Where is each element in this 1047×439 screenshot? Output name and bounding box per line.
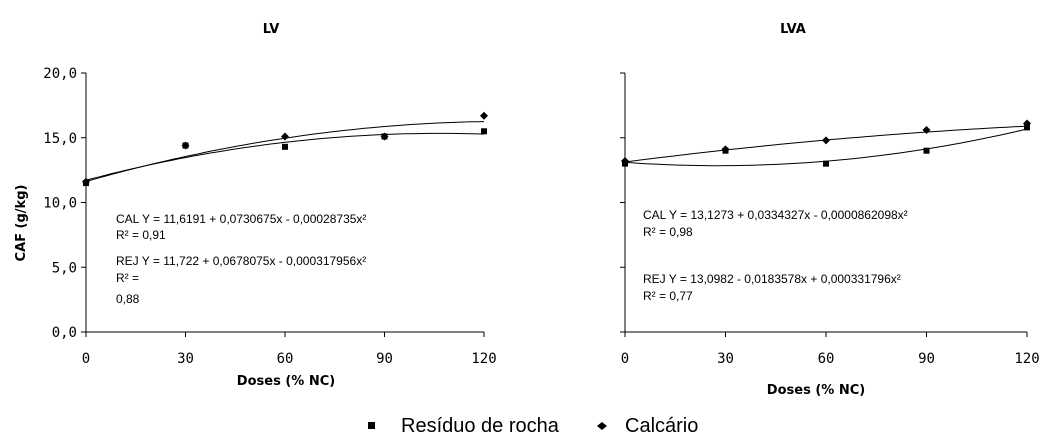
chart-lva: LVA Doses (% NC) CAL Y = 13,1273 + 0,033… bbox=[620, 22, 1040, 398]
x-tick-label-lva: 90 bbox=[918, 351, 935, 367]
point-residuo-lva bbox=[823, 160, 829, 167]
x-tick-label-lv: 30 bbox=[177, 351, 194, 367]
legend-label-calcario: Calcário bbox=[625, 415, 698, 437]
legend-label-residuo: Resíduo de rocha bbox=[401, 415, 560, 437]
y-tick-label-lv: 5,0 bbox=[52, 260, 77, 276]
x-tick-label-lv: 60 bbox=[277, 351, 294, 367]
point-calcario-lva bbox=[1023, 119, 1031, 128]
point-calcario-lv bbox=[82, 177, 90, 186]
annotations-lv: CAL Y = 11,6191 + 0,0730675x - 0,0002873… bbox=[116, 212, 366, 306]
r2-rej-value-lv: 0,88 bbox=[116, 292, 140, 306]
legend-diamond-marker bbox=[597, 422, 607, 430]
x-tick-label-lv: 0 bbox=[82, 351, 90, 367]
y-tick-label-lv: 0,0 bbox=[52, 325, 77, 341]
chart-title-lva: LVA bbox=[780, 22, 806, 37]
point-calcario-lv bbox=[380, 132, 389, 141]
y-tick-label-lv: 15,0 bbox=[43, 131, 77, 147]
y-tick-label-lv: 10,0 bbox=[43, 196, 77, 212]
point-residuo-lv bbox=[282, 143, 288, 150]
equation-cal-lva: CAL Y = 13,1273 + 0,0334327x - 0,0000862… bbox=[643, 208, 908, 222]
point-calcario-lv bbox=[480, 111, 488, 120]
point-calcario-lva bbox=[822, 136, 830, 145]
r2-rej-lva: R² = 0,77 bbox=[643, 289, 693, 303]
point-residuo-lv bbox=[481, 128, 487, 135]
point-calcario-lva bbox=[621, 157, 629, 166]
y-axis-label-lv: CAF (g/kg) bbox=[14, 185, 29, 262]
x-tick-label-lv: 90 bbox=[376, 351, 393, 367]
chart-title-lv: LV bbox=[263, 22, 280, 37]
annotations-lva: CAL Y = 13,1273 + 0,0334327x - 0,0000862… bbox=[643, 208, 908, 303]
x-tick-label-lva: 0 bbox=[621, 351, 629, 367]
r2-cal-lva: R² = 0,98 bbox=[643, 225, 693, 239]
point-calcario-lva bbox=[922, 125, 931, 134]
chart-lv: LV CAF (g/kg) Doses (% NC) CAL Y = 11,61… bbox=[14, 22, 497, 389]
point-calcario-lva bbox=[721, 145, 730, 154]
fit-curve-cal-lv bbox=[85, 121, 485, 182]
x-tick-label-lva: 120 bbox=[1014, 351, 1039, 367]
equation-rej-lv: REJ Y = 11,722 + 0,0678075x - 0,00031795… bbox=[116, 254, 366, 268]
x-tick-label-lva: 30 bbox=[717, 351, 734, 367]
equation-rej-lva: REJ Y = 13,0982 - 0,0183578x + 0,0003317… bbox=[643, 272, 901, 286]
legend-square-marker bbox=[368, 422, 375, 429]
equation-cal-lv: CAL Y = 11,6191 + 0,0730675x - 0,0002873… bbox=[116, 212, 366, 226]
x-tick-label-lva: 60 bbox=[818, 351, 835, 367]
fit-curve-rej-lva bbox=[624, 128, 1028, 167]
point-calcario-lv bbox=[281, 132, 289, 141]
x-tick-label-lv: 120 bbox=[471, 351, 496, 367]
legend: Resíduo de rocha Calcário bbox=[368, 415, 698, 437]
x-axis-label-lv: Doses (% NC) bbox=[237, 374, 335, 389]
x-axis-label-lva: Doses (% NC) bbox=[767, 383, 865, 398]
point-residuo-lva bbox=[923, 147, 930, 154]
r2-cal-lv: R² = 0,91 bbox=[116, 228, 166, 242]
r2-rej-lv: R² = bbox=[116, 271, 139, 285]
y-tick-label-lv: 20,0 bbox=[43, 66, 77, 82]
fit-curve-rej-lv bbox=[85, 132, 485, 181]
point-calcario-lv bbox=[181, 141, 190, 150]
